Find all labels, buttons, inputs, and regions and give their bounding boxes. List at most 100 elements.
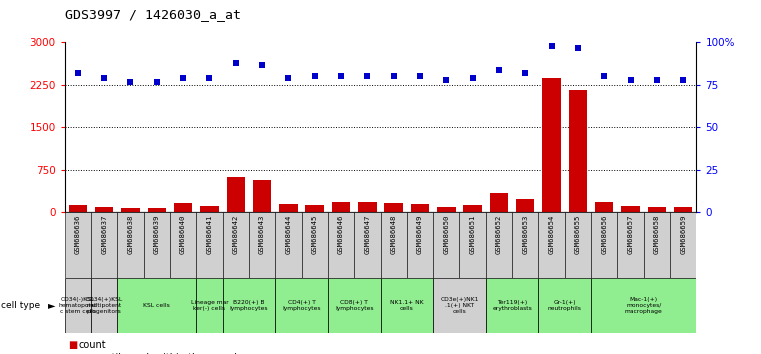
Text: GSM686659: GSM686659 xyxy=(680,215,686,254)
Bar xyxy=(380,278,433,333)
Text: GSM686637: GSM686637 xyxy=(101,215,107,254)
Point xyxy=(414,74,426,79)
Bar xyxy=(174,203,193,212)
Point xyxy=(335,74,347,79)
Point xyxy=(177,75,189,81)
Point xyxy=(282,75,295,81)
Bar xyxy=(486,278,539,333)
Text: GSM686651: GSM686651 xyxy=(470,215,476,254)
Text: GSM686639: GSM686639 xyxy=(154,215,160,254)
Bar xyxy=(249,212,275,278)
Bar xyxy=(279,204,298,212)
Bar xyxy=(91,212,117,278)
Text: GSM686650: GSM686650 xyxy=(444,215,449,254)
Point xyxy=(98,75,110,81)
Bar xyxy=(65,212,91,278)
Bar xyxy=(328,212,354,278)
Point xyxy=(230,60,242,66)
Bar xyxy=(328,278,380,333)
Text: GSM686654: GSM686654 xyxy=(549,215,555,254)
Text: KSL cells: KSL cells xyxy=(143,303,170,308)
Bar xyxy=(648,207,666,212)
Point xyxy=(466,75,479,81)
Text: GSM686643: GSM686643 xyxy=(259,215,265,254)
Bar xyxy=(354,212,380,278)
Bar xyxy=(433,278,486,333)
Bar xyxy=(68,205,87,212)
Bar xyxy=(539,212,565,278)
Point xyxy=(572,45,584,50)
Bar xyxy=(65,278,91,333)
Point xyxy=(625,77,637,83)
Text: GSM686655: GSM686655 xyxy=(575,215,581,254)
Text: CD34(-)KSL
hematopoiet
c stem cells: CD34(-)KSL hematopoiet c stem cells xyxy=(59,297,97,314)
Text: GSM686656: GSM686656 xyxy=(601,215,607,254)
Text: ►: ► xyxy=(48,300,56,310)
Bar xyxy=(595,202,613,212)
Text: GSM686636: GSM686636 xyxy=(75,215,81,254)
Point xyxy=(440,77,452,83)
Bar xyxy=(275,278,328,333)
Bar xyxy=(117,212,144,278)
Bar xyxy=(591,278,696,333)
Point xyxy=(598,74,610,79)
Bar xyxy=(621,206,640,212)
Text: cell type: cell type xyxy=(1,301,40,310)
Text: GSM686645: GSM686645 xyxy=(312,215,317,254)
Bar xyxy=(568,90,587,212)
Point xyxy=(361,74,374,79)
Bar xyxy=(460,212,486,278)
Text: B220(+) B
lymphocytes: B220(+) B lymphocytes xyxy=(230,300,268,311)
Bar xyxy=(543,78,561,212)
Bar xyxy=(170,212,196,278)
Bar xyxy=(384,203,403,212)
Bar xyxy=(358,202,377,212)
Bar xyxy=(332,202,350,212)
Bar xyxy=(674,207,693,212)
Bar xyxy=(305,205,324,212)
Text: GSM686638: GSM686638 xyxy=(128,215,133,254)
Text: percentile rank within the sample: percentile rank within the sample xyxy=(78,353,244,354)
Bar xyxy=(644,212,670,278)
Bar xyxy=(91,278,117,333)
Bar xyxy=(380,212,407,278)
Bar xyxy=(253,180,271,212)
Bar xyxy=(223,278,275,333)
Bar xyxy=(539,278,591,333)
Bar xyxy=(200,206,218,212)
Text: NK1.1+ NK
cells: NK1.1+ NK cells xyxy=(390,300,424,311)
Bar xyxy=(411,205,429,212)
Bar xyxy=(196,278,222,333)
Text: GSM686649: GSM686649 xyxy=(417,215,423,254)
Bar xyxy=(437,207,456,212)
Text: CD34(+)KSL
multipotent
progenitors: CD34(+)KSL multipotent progenitors xyxy=(85,297,123,314)
Point xyxy=(519,70,531,76)
Bar xyxy=(512,212,539,278)
Text: GSM686644: GSM686644 xyxy=(285,215,291,254)
Text: count: count xyxy=(78,340,106,350)
Point xyxy=(651,77,663,83)
Bar xyxy=(144,212,170,278)
Point xyxy=(677,77,689,83)
Bar xyxy=(227,177,245,212)
Point xyxy=(151,79,163,84)
Text: GSM686642: GSM686642 xyxy=(233,215,239,254)
Text: ■: ■ xyxy=(68,340,78,350)
Text: GSM686646: GSM686646 xyxy=(338,215,344,254)
Text: GSM686641: GSM686641 xyxy=(206,215,212,254)
Text: GSM686652: GSM686652 xyxy=(496,215,502,254)
Text: CD3e(+)NK1
.1(+) NKT
cells: CD3e(+)NK1 .1(+) NKT cells xyxy=(440,297,479,314)
Bar xyxy=(95,207,113,212)
Text: GSM686658: GSM686658 xyxy=(654,215,660,254)
Point xyxy=(124,79,136,84)
Text: CD4(+) T
lymphocytes: CD4(+) T lymphocytes xyxy=(282,300,321,311)
Bar xyxy=(148,208,166,212)
Bar xyxy=(121,208,140,212)
Bar xyxy=(117,278,196,333)
Text: Mac-1(+)
monocytes/
macrophage: Mac-1(+) monocytes/ macrophage xyxy=(625,297,663,314)
Bar xyxy=(591,212,617,278)
Point xyxy=(72,70,84,76)
Bar xyxy=(463,205,482,212)
Bar xyxy=(275,212,301,278)
Bar xyxy=(433,212,460,278)
